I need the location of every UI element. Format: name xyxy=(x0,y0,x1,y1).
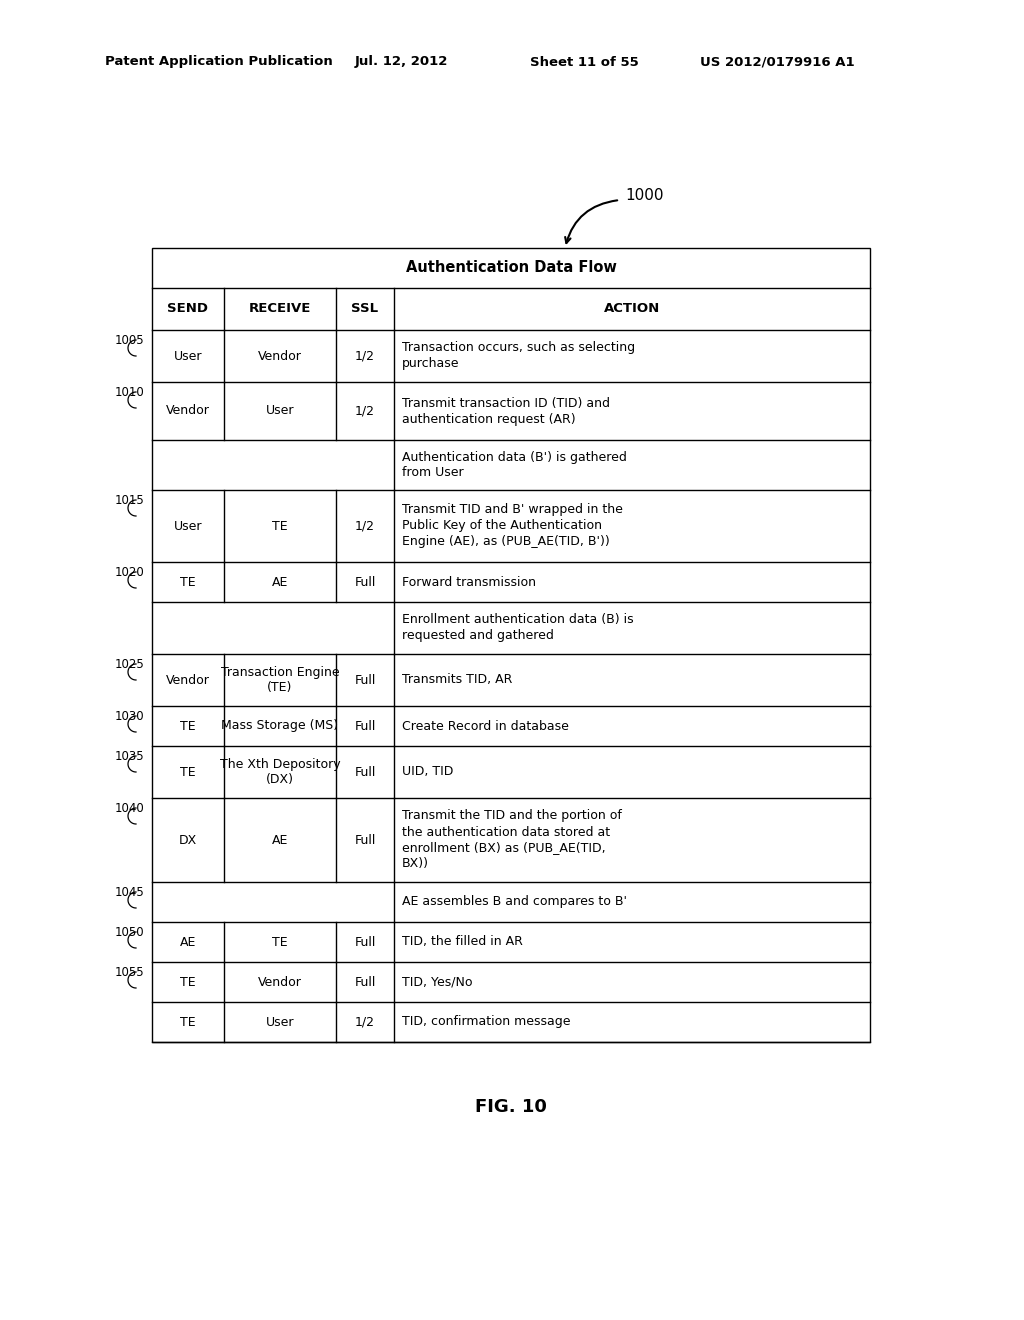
Text: Transaction occurs, such as selecting
purchase: Transaction occurs, such as selecting pu… xyxy=(402,342,635,371)
Text: TID, confirmation message: TID, confirmation message xyxy=(402,1015,570,1028)
Text: 1000: 1000 xyxy=(625,187,664,202)
Text: AE: AE xyxy=(180,936,197,949)
Text: Full: Full xyxy=(354,576,376,589)
Text: SSL: SSL xyxy=(351,302,379,315)
Text: 1040: 1040 xyxy=(115,803,144,814)
Bar xyxy=(152,248,870,1041)
Text: 1035: 1035 xyxy=(115,750,144,763)
Text: SEND: SEND xyxy=(168,302,209,315)
Text: User: User xyxy=(174,520,203,532)
Text: Transaction Engine
(TE): Transaction Engine (TE) xyxy=(221,667,339,694)
Text: Transmits TID, AR: Transmits TID, AR xyxy=(402,673,512,686)
Text: Transmit TID and B' wrapped in the
Public Key of the Authentication
Engine (AE),: Transmit TID and B' wrapped in the Publi… xyxy=(402,503,623,549)
Text: Authentication Data Flow: Authentication Data Flow xyxy=(406,260,616,276)
Text: Full: Full xyxy=(354,975,376,989)
Text: Mass Storage (MS): Mass Storage (MS) xyxy=(221,719,339,733)
Text: TID, the filled in AR: TID, the filled in AR xyxy=(402,936,523,949)
Text: 1045: 1045 xyxy=(115,886,144,899)
Text: Vendor: Vendor xyxy=(166,404,210,417)
Text: AE assembles B and compares to B': AE assembles B and compares to B' xyxy=(402,895,627,908)
Text: User: User xyxy=(266,1015,294,1028)
Text: Full: Full xyxy=(354,833,376,846)
Text: UID, TID: UID, TID xyxy=(402,766,454,779)
Text: The Xth Depository
(DX): The Xth Depository (DX) xyxy=(220,758,340,785)
Text: DX: DX xyxy=(179,833,198,846)
Text: 1/2: 1/2 xyxy=(355,1015,375,1028)
Text: 1/2: 1/2 xyxy=(355,350,375,363)
Text: TE: TE xyxy=(180,719,196,733)
Text: TE: TE xyxy=(180,576,196,589)
Text: ACTION: ACTION xyxy=(604,302,660,315)
Text: Patent Application Publication: Patent Application Publication xyxy=(105,55,333,69)
Text: 1/2: 1/2 xyxy=(355,404,375,417)
Text: 1020: 1020 xyxy=(115,566,144,579)
Text: Sheet 11 of 55: Sheet 11 of 55 xyxy=(530,55,639,69)
Text: Forward transmission: Forward transmission xyxy=(402,576,536,589)
Text: Vendor: Vendor xyxy=(258,975,302,989)
Text: 1005: 1005 xyxy=(115,334,144,347)
Text: TID, Yes/No: TID, Yes/No xyxy=(402,975,472,989)
Text: 1015: 1015 xyxy=(115,494,144,507)
Text: Full: Full xyxy=(354,673,376,686)
Text: 1/2: 1/2 xyxy=(355,520,375,532)
Text: Transmit transaction ID (TID) and
authentication request (AR): Transmit transaction ID (TID) and authen… xyxy=(402,396,610,425)
Text: TE: TE xyxy=(180,1015,196,1028)
Text: Transmit the TID and the portion of
the authentication data stored at
enrollment: Transmit the TID and the portion of the … xyxy=(402,809,622,870)
Text: TE: TE xyxy=(180,975,196,989)
Text: Vendor: Vendor xyxy=(166,673,210,686)
Text: Jul. 12, 2012: Jul. 12, 2012 xyxy=(355,55,449,69)
Text: 1010: 1010 xyxy=(115,385,144,399)
Text: TE: TE xyxy=(272,936,288,949)
Text: FIG. 10: FIG. 10 xyxy=(475,1098,547,1115)
Text: 1025: 1025 xyxy=(115,657,144,671)
Text: 1050: 1050 xyxy=(115,927,144,939)
Text: 1055: 1055 xyxy=(115,966,144,979)
Text: Full: Full xyxy=(354,719,376,733)
Text: AE: AE xyxy=(271,833,288,846)
Text: RECEIVE: RECEIVE xyxy=(249,302,311,315)
Text: Full: Full xyxy=(354,766,376,779)
Text: US 2012/0179916 A1: US 2012/0179916 A1 xyxy=(700,55,855,69)
Text: User: User xyxy=(266,404,294,417)
Text: Vendor: Vendor xyxy=(258,350,302,363)
Text: Full: Full xyxy=(354,936,376,949)
Text: Authentication data (B') is gathered
from User: Authentication data (B') is gathered fro… xyxy=(402,450,627,479)
Text: 1030: 1030 xyxy=(115,710,144,723)
Text: AE: AE xyxy=(271,576,288,589)
Text: Create Record in database: Create Record in database xyxy=(402,719,569,733)
Text: TE: TE xyxy=(180,766,196,779)
Text: TE: TE xyxy=(272,520,288,532)
Text: Enrollment authentication data (B) is
requested and gathered: Enrollment authentication data (B) is re… xyxy=(402,614,634,643)
Text: User: User xyxy=(174,350,203,363)
